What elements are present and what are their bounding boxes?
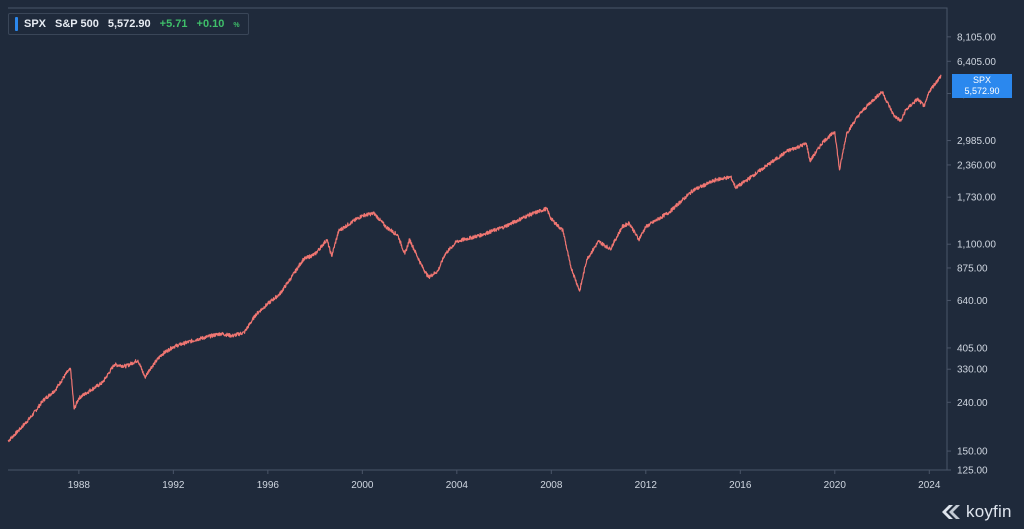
y-tick-label: 150.00 xyxy=(957,447,988,458)
legend-name: S&P 500 xyxy=(55,18,99,30)
koyfin-logo-icon xyxy=(942,505,960,519)
legend-change-pct-unit: % xyxy=(233,22,240,29)
x-tick-label: 2012 xyxy=(635,480,658,491)
x-tick-label: 2004 xyxy=(446,480,469,491)
legend-change-pct-value: +0.10 xyxy=(196,18,225,30)
x-tick-label: 2008 xyxy=(540,480,563,491)
y-tick-label: 330.00 xyxy=(957,365,988,376)
legend-ticker: SPX xyxy=(24,18,47,30)
y-tick-label: 640.00 xyxy=(957,296,988,307)
series-color-swatch xyxy=(15,17,18,31)
plot-frame xyxy=(8,7,948,471)
y-tick-label: 2,985.00 xyxy=(957,136,996,147)
legend-change: +5.71 xyxy=(159,18,188,30)
x-tick-label: 2000 xyxy=(351,480,374,491)
x-tick-label: 1996 xyxy=(257,480,280,491)
axes-group: 8,105.006,405.004,695.002,985.002,360.00… xyxy=(8,7,996,491)
x-tick-label: 2020 xyxy=(824,480,847,491)
y-tick-label: 125.00 xyxy=(957,466,988,477)
x-tick-label: 2024 xyxy=(918,480,941,491)
y-tick-label: 6,405.00 xyxy=(957,57,996,68)
series-legend[interactable]: SPX S&P 500 5,572.90 +5.71 +0.10% xyxy=(8,13,249,35)
price-tag-ticker: SPX xyxy=(972,75,991,85)
y-tick-label: 8,105.00 xyxy=(957,32,996,43)
spx-price-line xyxy=(7,74,942,443)
legend-last-price: 5,572.90 xyxy=(107,18,151,30)
last-price-tag: SPX 5,572.90 xyxy=(952,74,1012,98)
price-tag-value: 5,572.90 xyxy=(964,86,1000,96)
x-tick-label: 1992 xyxy=(162,480,185,491)
x-tick-label: 1988 xyxy=(68,480,91,491)
y-tick-label: 1,100.00 xyxy=(957,240,996,251)
y-tick-label: 405.00 xyxy=(957,343,988,354)
y-tick-label: 875.00 xyxy=(957,263,988,274)
y-tick-label: 1,730.00 xyxy=(957,193,996,204)
watermark-text: koyfin xyxy=(966,502,1012,521)
y-tick-label: 240.00 xyxy=(957,398,988,409)
legend-change-pct: +0.10% xyxy=(197,18,240,30)
koyfin-watermark: koyfin xyxy=(940,502,1012,522)
y-tick-label: 2,360.00 xyxy=(957,160,996,171)
price-line-group xyxy=(7,74,942,443)
x-tick-label: 2016 xyxy=(729,480,752,491)
